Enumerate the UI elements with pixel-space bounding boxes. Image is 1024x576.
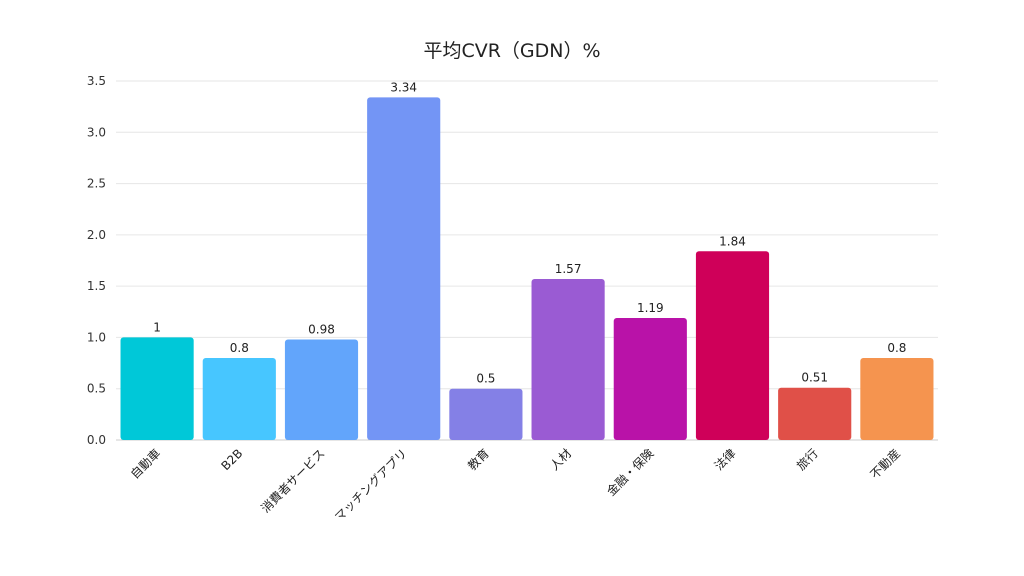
data-label: 0.8 <box>230 341 249 355</box>
category-label: 消費者サービス <box>258 446 328 516</box>
y-tick-label: 1.5 <box>87 279 106 293</box>
chart-title: 平均CVR（GDN）% <box>423 40 601 62</box>
bar-7 <box>695 251 770 440</box>
gridlines <box>116 80 938 441</box>
data-label: 1.19 <box>637 301 664 315</box>
category-label: マッチングアプリ <box>332 446 410 524</box>
category-label: 不動産 <box>867 446 903 482</box>
x-axis-categories: 自動車 B2B 消費者サービス マッチングアプリ 教育 人材 金融・保険 法律 旅行 不動産 <box>128 446 903 524</box>
bar-0 <box>120 337 194 440</box>
y-tick-label: 2.0 <box>87 228 106 242</box>
bar-1 <box>202 357 276 440</box>
category-label: 教育 <box>464 446 492 474</box>
data-label: 1.84 <box>719 234 746 248</box>
data-label: 1.57 <box>555 262 582 276</box>
bar-2 <box>284 339 359 440</box>
y-tick-label: 3.0 <box>87 125 106 139</box>
y-tick-label: 1.0 <box>87 330 106 344</box>
bar-8 <box>778 387 852 440</box>
category-label: 法律 <box>712 446 739 473</box>
bar-9 <box>860 357 934 440</box>
data-label: 0.51 <box>801 371 828 385</box>
bar-3 <box>367 97 441 440</box>
category-label: 旅行 <box>794 446 821 473</box>
y-tick-label: 2.5 <box>87 177 106 191</box>
y-tick-label: 3.5 <box>87 74 106 88</box>
data-labels: 1 0.8 0.98 3.34 0.5 1.57 1.19 1.84 0.51 0.8 <box>153 80 906 385</box>
data-label: 0.8 <box>887 341 906 355</box>
category-label: 自動車 <box>128 446 163 481</box>
category-label: 人材 <box>547 446 574 473</box>
data-label: 0.98 <box>308 322 335 336</box>
bar-4 <box>449 388 523 440</box>
bar-6 <box>613 317 687 440</box>
data-label: 3.34 <box>390 80 417 94</box>
y-axis-ticks: 0.0 0.5 1.0 1.5 2.0 2.5 3.0 3.5 <box>87 74 106 447</box>
y-tick-label: 0.0 <box>87 433 106 447</box>
y-tick-label: 0.5 <box>87 382 106 396</box>
data-label: 1 <box>153 320 161 334</box>
category-label: 金融・保険 <box>603 446 656 499</box>
data-label: 0.5 <box>476 372 495 386</box>
bar-5 <box>531 278 605 440</box>
category-label: B2B <box>218 446 245 473</box>
bars <box>120 97 934 440</box>
